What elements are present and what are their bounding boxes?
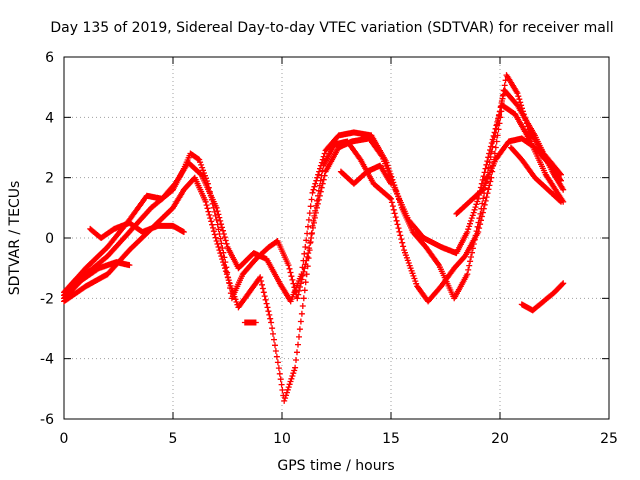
x-tick-label: 10 — [273, 431, 291, 447]
y-tick-label: 6 — [45, 50, 54, 66]
grid-lines — [64, 57, 609, 419]
x-tick-label: 20 — [491, 431, 509, 447]
axis-ticks — [63, 56, 610, 420]
y-tick-label: 0 — [45, 231, 54, 247]
x-tick-label: 5 — [169, 431, 178, 447]
x-tick-label: 15 — [382, 431, 400, 447]
marker-plus — [61, 72, 567, 404]
data-markers — [61, 72, 567, 404]
x-tick-label: 25 — [600, 431, 618, 447]
y-tick-labels: -6 -4 -2 0 2 4 6 — [40, 50, 54, 428]
y-tick-label: -4 — [40, 352, 54, 368]
x-tick-labels: 0 5 10 15 20 25 — [60, 431, 618, 447]
chart-title: Day 135 of 2019, Sidereal Day-to-day VTE… — [50, 20, 613, 36]
x-tick-label: 0 — [60, 431, 69, 447]
y-tick-label: 4 — [45, 110, 54, 126]
y-axis-label: SDTVAR / TECUs — [7, 181, 23, 296]
x-axis-label: GPS time / hours — [277, 458, 394, 474]
y-tick-label: -2 — [40, 291, 54, 307]
y-tick-label: -6 — [40, 412, 54, 428]
y-tick-label: 2 — [45, 171, 54, 187]
